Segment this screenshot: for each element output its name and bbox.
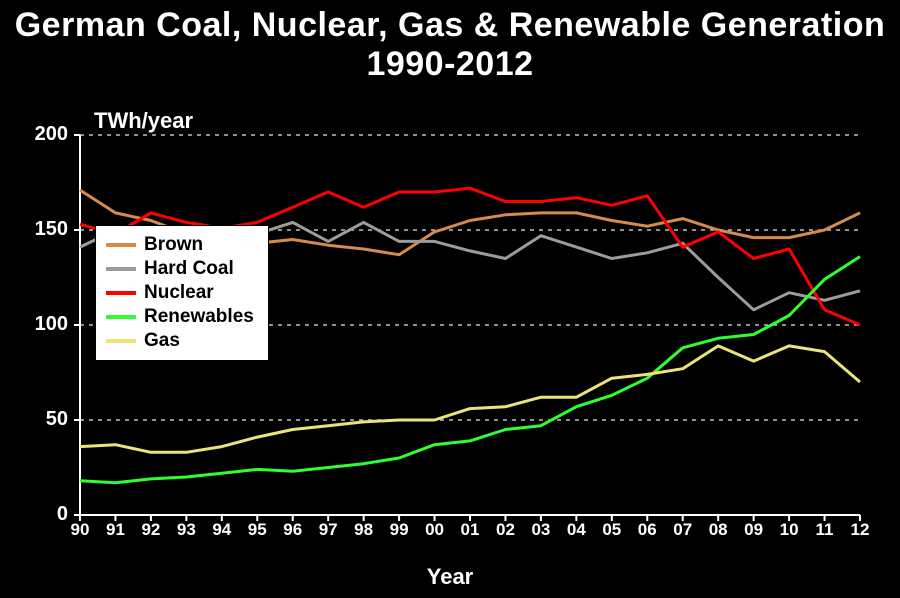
x-tick: 99 <box>390 520 409 540</box>
x-tick: 04 <box>567 520 586 540</box>
y-tick: 50 <box>8 408 68 431</box>
legend-swatch <box>106 267 136 271</box>
x-tick: 10 <box>780 520 799 540</box>
x-tick: 08 <box>709 520 728 540</box>
x-tick: 01 <box>461 520 480 540</box>
y-tick: 100 <box>8 313 68 336</box>
legend-swatch <box>106 315 136 319</box>
y-tick: 150 <box>8 218 68 241</box>
x-tick: 02 <box>496 520 515 540</box>
legend-item-gas: Gas <box>106 330 254 352</box>
legend-swatch <box>106 291 136 295</box>
legend-label: Renewables <box>144 306 254 328</box>
legend-item-brown: Brown <box>106 234 254 256</box>
x-tick: 12 <box>851 520 870 540</box>
x-tick: 06 <box>638 520 657 540</box>
legend-label: Nuclear <box>144 282 214 304</box>
legend: BrownHard CoalNuclearRenewablesGas <box>95 225 269 361</box>
legend-label: Brown <box>144 234 203 256</box>
legend-item-renewables: Renewables <box>106 306 254 328</box>
y-tick: 0 <box>8 503 68 526</box>
legend-item-hard-coal: Hard Coal <box>106 258 254 280</box>
legend-label: Hard Coal <box>144 258 234 280</box>
legend-label: Gas <box>144 330 180 352</box>
series-gas <box>80 346 860 452</box>
x-tick: 96 <box>283 520 302 540</box>
x-tick: 90 <box>71 520 90 540</box>
legend-swatch <box>106 243 136 247</box>
x-tick: 11 <box>816 520 834 540</box>
x-tick: 92 <box>141 520 160 540</box>
x-tick: 91 <box>106 520 125 540</box>
x-tick: 00 <box>425 520 444 540</box>
x-tick: 94 <box>212 520 231 540</box>
y-tick: 200 <box>8 123 68 146</box>
legend-item-nuclear: Nuclear <box>106 282 254 304</box>
x-tick: 95 <box>248 520 267 540</box>
x-tick: 07 <box>673 520 692 540</box>
legend-swatch <box>106 339 136 343</box>
x-tick: 97 <box>319 520 338 540</box>
x-tick: 05 <box>602 520 621 540</box>
x-tick: 03 <box>531 520 550 540</box>
x-tick: 93 <box>177 520 196 540</box>
chart-container: German Coal, Nuclear, Gas & Renewable Ge… <box>0 0 900 598</box>
x-tick: 09 <box>744 520 763 540</box>
x-tick: 98 <box>354 520 373 540</box>
